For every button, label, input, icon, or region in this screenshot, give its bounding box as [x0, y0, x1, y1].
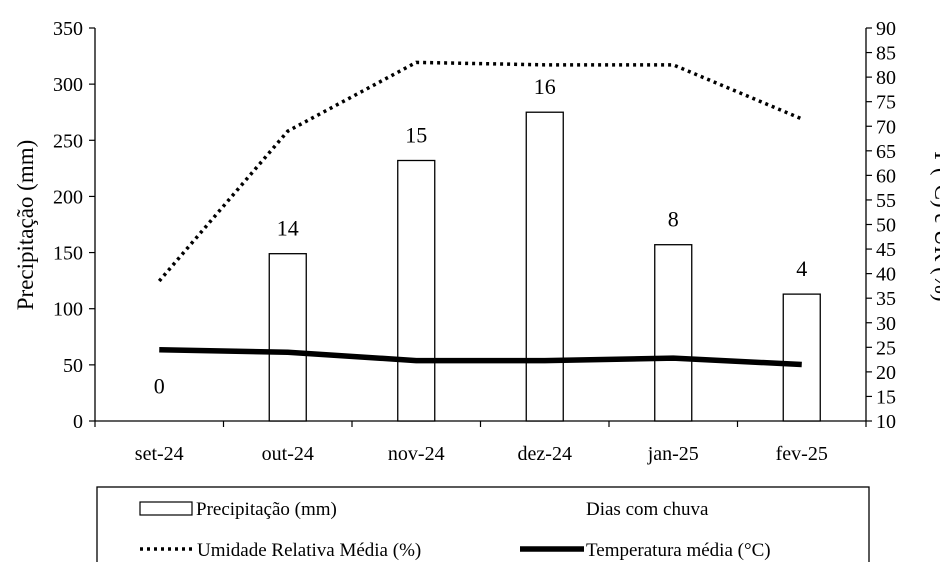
- precipitation-bar: [397, 159, 436, 422]
- right-tick-label: 25: [876, 337, 896, 359]
- right-tick-label: 50: [876, 215, 896, 237]
- x-tick-label: set-24: [135, 443, 184, 465]
- left-tick-label: 300: [53, 74, 83, 96]
- right-tick-label: 20: [876, 362, 896, 384]
- legend-label-rain-days: Dias com chuva: [586, 499, 709, 520]
- right-tick-label: 80: [876, 67, 896, 89]
- legend-label-temperature: Temperatura média (°C): [586, 540, 771, 561]
- legend-label-humidity: Umidade Relativa Média (%): [197, 540, 421, 561]
- x-tick-label: dez-24: [518, 443, 572, 465]
- rain-days-labels: 0 14 15 16 8 4: [154, 74, 808, 398]
- rain-days-label: 16: [534, 74, 556, 99]
- right-tick-label: 30: [876, 313, 896, 335]
- left-tick-label: 0: [73, 411, 83, 433]
- precipitation-bar: [654, 244, 693, 422]
- rain-days-label: 14: [277, 216, 299, 241]
- precipitation-bar: [525, 111, 564, 422]
- precipitation-bars: [268, 111, 821, 422]
- temperature-line: [159, 347, 802, 368]
- x-tick-label: jan-25: [647, 443, 699, 465]
- right-tick-label: 10: [876, 411, 896, 433]
- right-tick-label: 45: [876, 239, 896, 261]
- precipitation-bar: [268, 253, 307, 422]
- left-axis-title: Precipitação (mm): [13, 140, 38, 311]
- x-ticks: set-24 out-24 nov-24 dez-24 jan-25 fev-25: [94, 421, 867, 465]
- line-series: [157, 60, 803, 368]
- left-tick-label: 50: [63, 355, 83, 377]
- legend-box: [96, 486, 870, 562]
- x-tick-label: nov-24: [388, 443, 445, 465]
- left-tick-label: 100: [53, 299, 83, 321]
- right-tick-label: 70: [876, 116, 896, 138]
- x-tick-label: fev-25: [776, 443, 828, 465]
- right-axis-title: T (°C) e UR (%): [930, 148, 940, 301]
- legend: Precipitação (mm) Dias com chuva Umidade…: [96, 486, 870, 562]
- rain-days-label: 8: [668, 207, 679, 232]
- left-tick-label: 250: [53, 130, 83, 152]
- right-tick-label: 55: [876, 190, 896, 212]
- humidity-line: [157, 60, 803, 283]
- precipitation-bar: [782, 293, 821, 422]
- right-tick-label: 60: [876, 165, 896, 187]
- left-tick-label: 350: [53, 18, 83, 40]
- right-tick-label: 85: [876, 43, 896, 65]
- left-tick-label: 150: [53, 243, 83, 265]
- rain-days-label: 15: [405, 122, 427, 147]
- x-tick-label: out-24: [262, 443, 314, 465]
- left-tick-label: 200: [53, 186, 83, 208]
- rain-days-label: 4: [796, 256, 807, 281]
- rain-days-label: 0: [154, 374, 165, 399]
- right-tick-label: 40: [876, 264, 896, 286]
- legend-swatch-precipitation: [139, 501, 193, 516]
- right-tick-label: 15: [876, 386, 896, 408]
- right-tick-label: 65: [876, 141, 896, 163]
- right-tick-label: 90: [876, 18, 896, 40]
- right-tick-label: 35: [876, 288, 896, 310]
- legend-label-precipitation: Precipitação (mm): [196, 499, 337, 520]
- left-y-ticks: 0 50 100 150 200 250 300 350: [53, 18, 95, 433]
- right-tick-label: 75: [876, 92, 896, 114]
